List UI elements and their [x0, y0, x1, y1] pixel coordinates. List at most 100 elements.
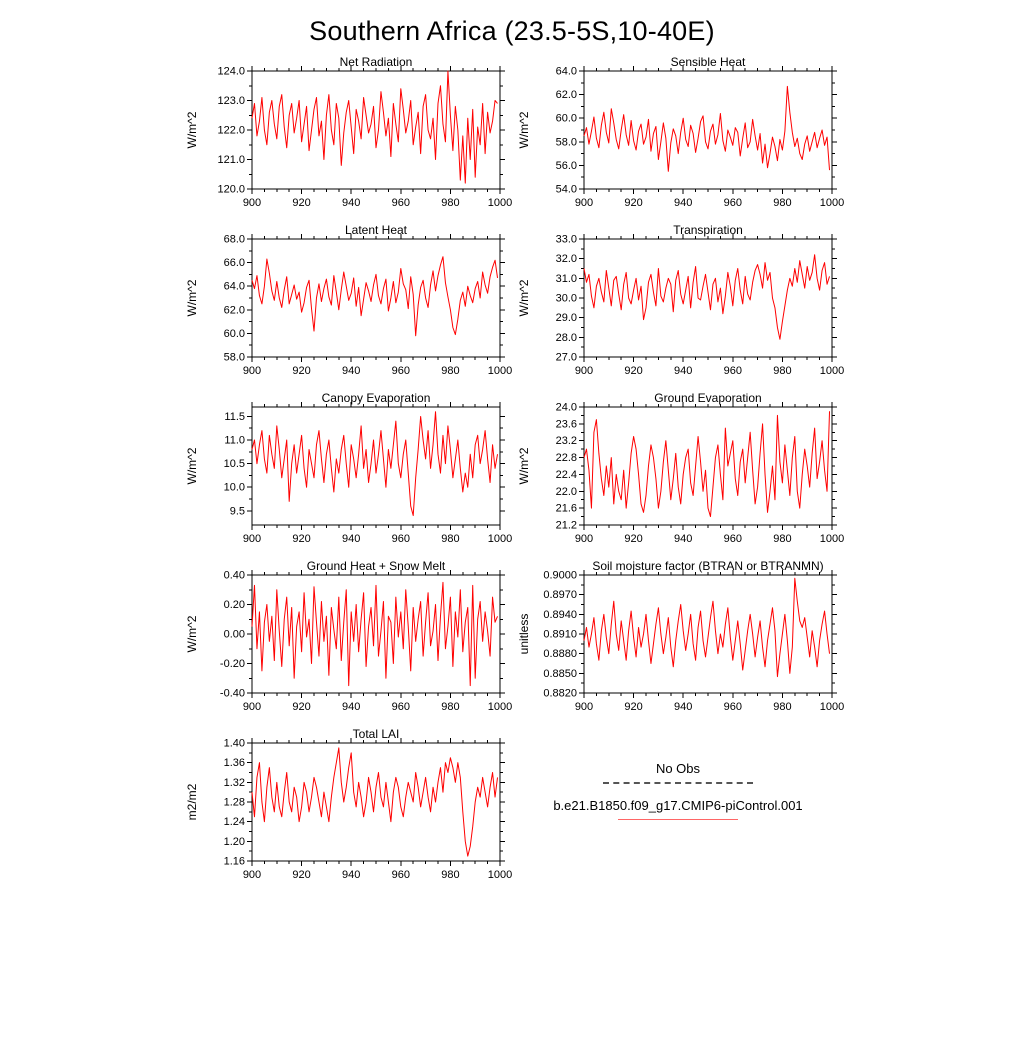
panel-title: Transpiration — [673, 223, 743, 237]
charts-grid: Net Radiation 900 920 940 960 980 1000 120.0 121… — [0, 55, 1024, 895]
y-axis-label: W/m^2 — [185, 447, 199, 484]
x-tick-label: 980 — [773, 701, 791, 713]
panel-title: Soil moisture factor (BTRAN or BTRANMN) — [592, 559, 823, 573]
y-axis-label: W/m^2 — [185, 615, 199, 652]
x-tick-label: 940 — [674, 365, 692, 377]
y-tick-label: 32.0 — [556, 253, 577, 265]
plot-frame — [251, 238, 501, 358]
y-tick-label: 9.5 — [230, 505, 245, 517]
y-tick-label: 27.0 — [556, 352, 577, 364]
y-tick-label: 0.8940 — [543, 609, 577, 621]
axis-ticks — [579, 66, 837, 194]
x-tick-label: 900 — [575, 365, 593, 377]
axis-labels: 900 920 940 960 980 1000 0.8820 0.8850 0.8880 0.8… — [543, 570, 844, 714]
x-tick-label: 1000 — [820, 365, 844, 377]
legend-no-obs-label: No Obs — [655, 761, 701, 776]
y-tick-label: 68.0 — [224, 234, 245, 246]
chart-cell-sensible-heat: Sensible Heat 900 920 940 960 980 1000 54.0 56.0… — [512, 55, 844, 223]
x-tick-label: 920 — [292, 869, 310, 881]
y-tick-label: 120.0 — [217, 184, 245, 196]
panel-title: Latent Heat — [345, 223, 408, 237]
panel-soil-moisture-factor-btran-or-btranmn: Soil moisture factor (BTRAN or BTRANMN) 9… — [517, 559, 844, 714]
y-tick-label: 0.9000 — [543, 570, 577, 582]
panel-total-lai: Total LAI 900 920 940 960 980 1000 1.16 1.20 1.24… — [185, 727, 513, 882]
x-tick-label: 900 — [243, 365, 261, 377]
chart-cell-ground-evaporation: Ground Evaporation 900 920 940 960 980 1000 21.… — [512, 391, 844, 559]
data-line — [251, 747, 499, 857]
x-tick-label: 940 — [342, 869, 360, 881]
x-tick-label: 920 — [292, 533, 310, 545]
y-tick-label: 22.0 — [556, 486, 577, 498]
y-tick-label: 31.0 — [556, 273, 577, 285]
x-tick-label: 960 — [724, 533, 742, 545]
y-tick-label: 11.5 — [224, 411, 245, 423]
axis-labels: 900 920 940 960 980 1000 120.0 121.0 122.0 123.0 1… — [217, 66, 512, 210]
y-axis-label: W/m^2 — [517, 111, 531, 148]
y-tick-label: 56.0 — [556, 160, 577, 172]
case-red-line — [618, 819, 738, 820]
x-tick-label: 980 — [441, 533, 459, 545]
y-tick-label: 0.00 — [224, 629, 245, 641]
y-tick-label: 1.32 — [224, 777, 245, 789]
chart-cell-canopy-evaporation: Canopy Evaporation 900 920 940 960 980 1000 9.5… — [180, 391, 512, 559]
page-title: Southern Africa (23.5-5S,10-40E) — [309, 16, 715, 46]
y-tick-label: 58.0 — [556, 136, 577, 148]
y-tick-label: 1.16 — [224, 856, 245, 868]
y-tick-label: 0.8910 — [543, 629, 577, 641]
data-line — [583, 254, 830, 340]
data-line — [251, 256, 499, 337]
y-tick-label: 0.40 — [224, 570, 245, 582]
panel-canopy-evaporation: Canopy Evaporation 900 920 940 960 980 1000 9.5… — [185, 391, 513, 545]
plot-frame — [251, 70, 501, 190]
axis-labels: 900 920 940 960 980 1000 54.0 56.0 58.0 60.0 62.0 6… — [556, 66, 845, 210]
x-tick-label: 900 — [575, 701, 593, 713]
x-tick-label: 980 — [773, 365, 791, 377]
legend-case-label: b.e21.B1850.f09_g17.CMIP6-piControl.001 — [553, 798, 803, 813]
axis-labels: 900 920 940 960 980 1000 1.16 1.20 1.24 1.28 1.32 1… — [224, 738, 513, 882]
chart-cell-ground-heat-snow-melt: Ground Heat + Snow Melt 900 920 940 960 980 10… — [180, 559, 512, 727]
legend: No Obs b.e21.B1850.f09_g17.CMIP6-piContr… — [512, 727, 844, 895]
panel-title: Net Radiation — [340, 55, 413, 69]
axis-ticks — [247, 234, 505, 362]
panel-title: Sensible Heat — [671, 55, 746, 69]
y-axis-label: W/m^2 — [185, 111, 199, 148]
x-tick-label: 1000 — [820, 533, 844, 545]
axis-ticks — [247, 570, 505, 698]
y-tick-label: 1.28 — [224, 797, 245, 809]
y-tick-label: 54.0 — [556, 184, 577, 196]
x-tick-label: 900 — [243, 869, 261, 881]
axis-ticks — [579, 234, 837, 362]
x-tick-label: 900 — [243, 197, 261, 209]
axis-ticks — [247, 738, 505, 866]
axis-ticks — [247, 402, 505, 530]
chart-cell-soil-moisture-factor-btran-or-btranmn: Soil moisture factor (BTRAN or BTRANMN) 9… — [512, 559, 844, 727]
y-tick-label: 58.0 — [224, 352, 245, 364]
axis-ticks — [247, 66, 505, 194]
panel-net-radiation: Net Radiation 900 920 940 960 980 1000 120.0 121… — [185, 55, 512, 210]
x-tick-label: 960 — [392, 869, 410, 881]
x-tick-label: 960 — [724, 701, 742, 713]
y-tick-label: 11.0 — [224, 435, 245, 447]
y-tick-label: 21.2 — [556, 520, 577, 532]
x-tick-label: 940 — [674, 701, 692, 713]
y-tick-label: 66.0 — [224, 257, 245, 269]
x-tick-label: 920 — [292, 701, 310, 713]
data-line — [583, 85, 831, 172]
y-tick-label: 124.0 — [217, 66, 245, 78]
x-tick-label: 940 — [342, 197, 360, 209]
x-tick-label: 920 — [624, 533, 642, 545]
y-tick-label: 62.0 — [224, 304, 245, 316]
axis-labels: 900 920 940 960 980 1000 21.2 21.6 22.0 22.4 22.8 2… — [556, 402, 845, 546]
y-tick-label: 23.2 — [556, 435, 577, 447]
y-tick-label: 22.8 — [556, 452, 577, 464]
x-tick-label: 920 — [624, 365, 642, 377]
y-tick-label: 64.0 — [224, 281, 245, 293]
x-tick-label: 900 — [575, 197, 593, 209]
x-tick-label: 980 — [441, 869, 459, 881]
x-tick-label: 1000 — [488, 869, 512, 881]
axis-labels: 900 920 940 960 980 1000 9.5 10.0 10.5 11.0 11.5 — [224, 411, 513, 545]
plot-frame — [251, 406, 501, 526]
y-tick-label: -0.20 — [220, 658, 245, 670]
data-line — [251, 70, 498, 184]
y-tick-label: 29.0 — [556, 312, 577, 324]
